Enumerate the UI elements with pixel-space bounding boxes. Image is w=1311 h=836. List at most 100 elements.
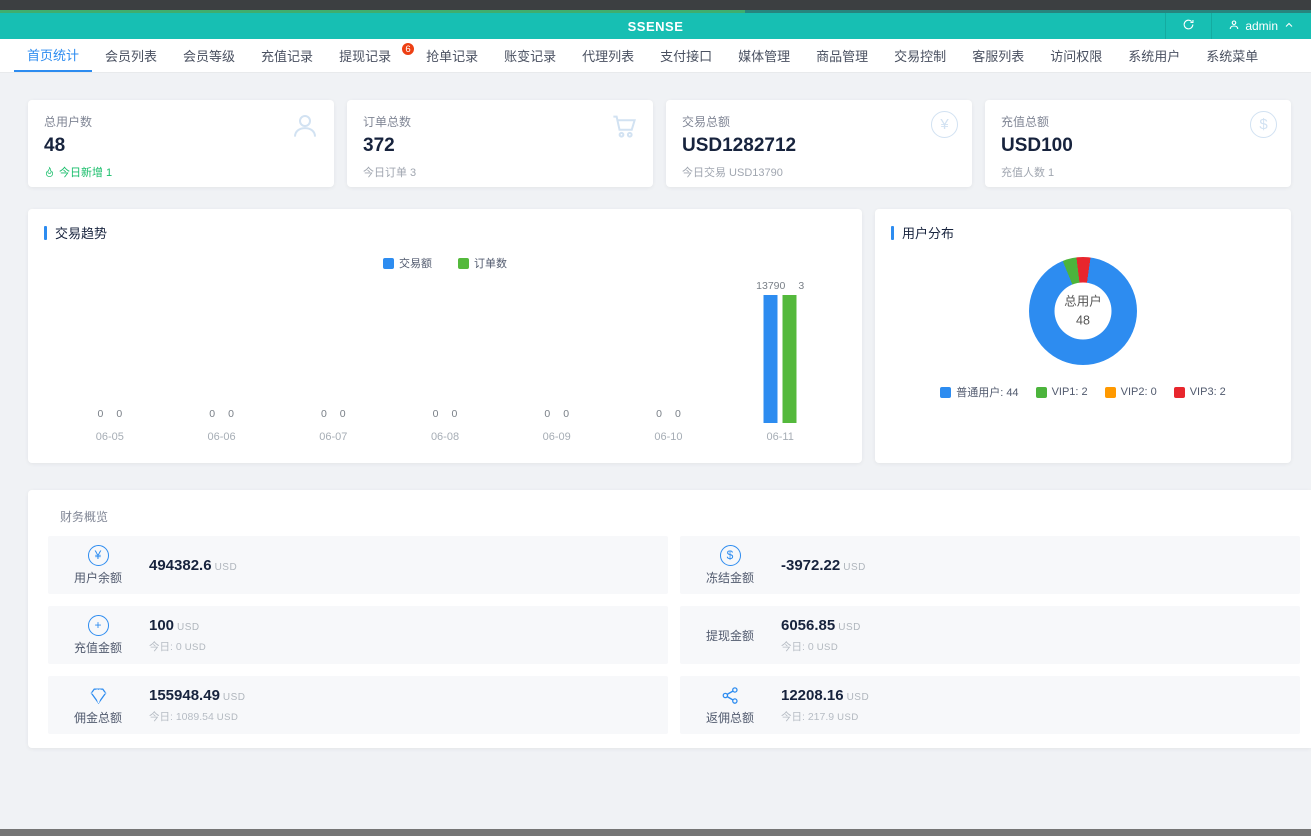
nav-tab-label: 客服列表 (972, 49, 1025, 64)
legend-label: 交易额 (399, 258, 432, 270)
nav-tab-0[interactable]: 首页统计 (14, 39, 93, 72)
finance-today-text: 今日: 217.9 (781, 710, 835, 723)
legend-item-0[interactable]: 交易额 (383, 255, 432, 271)
donut-chart: 总用户 48 (1029, 257, 1137, 365)
stat-card-label: 交易总额 (682, 115, 731, 129)
finance-row-icon-col: + 充值金额 (62, 614, 134, 656)
legend-swatch (1035, 386, 1047, 398)
bar-交易额 (763, 295, 778, 423)
finance-row-label: 提现金额 (705, 628, 754, 643)
finance-row-values: 12208.16 USD 今日: 217.9 USD (781, 687, 869, 724)
donut-legend-label: VIP1: 2 (1051, 386, 1088, 398)
finance-row-0: ¥ 用户余额 494382.6 USD (48, 536, 668, 594)
nav-tab-10[interactable]: 商品管理 (803, 39, 881, 72)
plus-circle-icon: + (87, 614, 109, 636)
bar-value: 13790 (756, 280, 786, 292)
refresh-button[interactable] (1165, 13, 1211, 39)
donut-legend-label: 普通用户: 44 (956, 387, 1019, 399)
stat-card-sub: 充值人数 1 (1001, 164, 1275, 180)
donut-legend-item-2[interactable]: VIP2: 0 (1104, 384, 1157, 400)
finance-today: 今日: 217.9 USD (781, 709, 869, 724)
finance-currency: USD (216, 711, 239, 723)
user-distribution-card: 用户分布 总用户 48 普通用户: 44 VIP1: 2 VIP2: 0 VIP3: … (875, 209, 1291, 463)
finance-value: 155948.49 (149, 686, 220, 704)
flame-icon (44, 166, 55, 178)
finance-row-icon-col: 提现金额 (694, 627, 766, 644)
nav-tab-label: 抢单记录 (426, 49, 479, 64)
finance-row-values: 6056.85 USD 今日: 0 USD (781, 617, 861, 654)
nav-tab-label: 账变记录 (504, 49, 557, 64)
finance-today-text: 今日: 1089.54 (149, 710, 214, 723)
finance-row-2: + 充值金额 100 USD 今日: 0 USD (48, 606, 668, 664)
finance-card: 财务概览 ¥ 用户余额 494382.6 USD $ 冻结金额 -3972.22 USD + 充值… (28, 490, 1311, 748)
nav-tab-label: 系统菜单 (1206, 49, 1259, 64)
nav-tab-6[interactable]: 账变记录 (491, 39, 569, 72)
x-tick-label: 06-09 (542, 431, 571, 443)
finance-icon-wrap: $ (719, 544, 741, 566)
nav-tab-11[interactable]: 交易控制 (881, 39, 959, 72)
donut-legend-item-0[interactable]: 普通用户: 44 (940, 384, 1019, 400)
finance-row-label: 冻结金额 (705, 570, 754, 585)
donut-legend-item-1[interactable]: VIP1: 2 (1035, 384, 1088, 400)
legend-swatch (1173, 386, 1185, 398)
nav-tab-3[interactable]: 充值记录 (248, 39, 326, 72)
finance-value: 12208.16 (781, 686, 844, 704)
nav-tab-label: 媒体管理 (738, 49, 791, 64)
legend-swatch (940, 386, 952, 398)
nav-tab-15[interactable]: 系统菜单 (1193, 39, 1271, 72)
dollar-circle-icon: $ (719, 544, 741, 566)
finance-icon-wrap: + (87, 614, 109, 636)
trend-x-axis: 06-05 06-06 06-07 06-08 06-09 06-10 06-11 (44, 431, 846, 443)
stat-card-value: USD1282712 (682, 135, 797, 156)
legend-item-1[interactable]: 订单数 (458, 255, 507, 271)
finance-today: 今日: 1089.54 USD (149, 709, 246, 724)
finance-value: 100 (149, 616, 175, 634)
nav-tab-9[interactable]: 媒体管理 (725, 39, 803, 72)
bar-group-06-11: 13790 3 (724, 280, 836, 423)
finance-currency: USD (222, 691, 246, 703)
nav-tab-2[interactable]: 会员等级 (170, 39, 248, 72)
nav-tab-4[interactable]: 提现记录 6 (326, 39, 416, 72)
nav-tab-14[interactable]: 系统用户 (1115, 39, 1193, 72)
share-icon (721, 686, 740, 705)
app-header: SSENSE admin (0, 13, 1311, 39)
nav-tab-7[interactable]: 代理列表 (569, 39, 647, 72)
nav-tab-12[interactable]: 客服列表 (959, 39, 1037, 72)
bar-value: 0 (339, 408, 346, 420)
finance-row-4: 佣金总额 155948.49 USD 今日: 1089.54 USD (48, 676, 668, 734)
trend-chart-title-row: 交易趋势 (44, 223, 846, 242)
stat-card-2: 交易总额 USD1282712 今日交易 USD13790 ¥ (666, 100, 972, 187)
finance-row-values: 494382.6 USD (149, 557, 237, 574)
stat-card-1: 订单总数 372 今日订单 3 (347, 100, 653, 187)
load-progress-bar (0, 10, 1311, 13)
finance-currency: USD (816, 641, 839, 653)
bar-value: 0 (451, 408, 458, 420)
finance-icon-wrap (89, 685, 108, 706)
bar-value: 0 (228, 408, 234, 420)
donut-legend-item-3[interactable]: VIP3: 2 (1173, 384, 1226, 400)
nav-tab-5[interactable]: 抢单记录 (413, 39, 491, 72)
finance-today: 今日: 0 USD (781, 639, 861, 654)
bar-value: 0 (656, 408, 662, 420)
nav-tab-1[interactable]: 会员列表 (92, 39, 170, 72)
finance-today-text: 今日: 0 (781, 640, 814, 653)
user-icon (290, 111, 320, 141)
nav-tab-label: 访问权限 (1050, 49, 1103, 64)
bar-value: 3 (798, 280, 805, 292)
nav-tabs: 首页统计 会员列表 会员等级 充值记录 提现记录 6 抢单记录 账变记录 代理列表 支付接口 媒体管… (0, 39, 1311, 73)
nav-tab-13[interactable]: 访问权限 (1037, 39, 1115, 72)
user-icon (1228, 19, 1240, 34)
nav-tab-8[interactable]: 支付接口 (647, 39, 725, 72)
donut-legend-label: VIP2: 0 (1120, 386, 1157, 398)
finance-currency: USD (177, 621, 200, 633)
user-menu[interactable]: admin (1211, 13, 1311, 39)
finance-row-label: 用户余额 (73, 570, 122, 585)
finance-row-3: 提现金额 6056.85 USD 今日: 0 USD (680, 606, 1300, 664)
